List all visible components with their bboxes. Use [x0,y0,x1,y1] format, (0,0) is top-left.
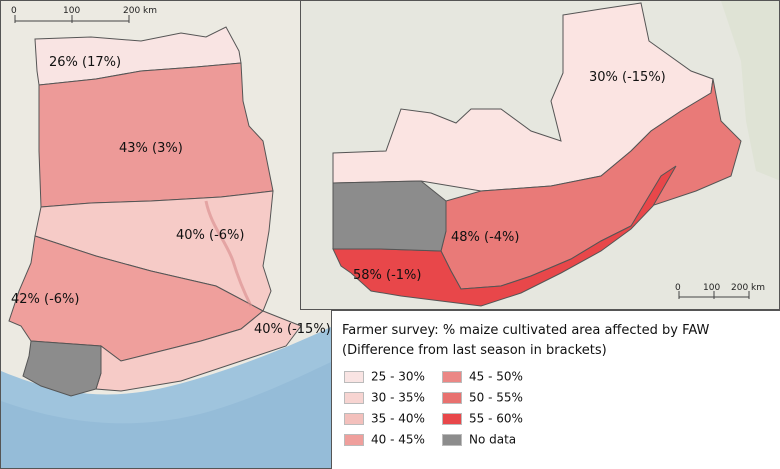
ghana-region-coast [95,310,302,392]
scalebar-right-200: 200 km [731,283,765,293]
legend-label: 30 - 35% [371,390,425,405]
legend-swatch [442,433,462,446]
zambia-region-no-data [332,180,447,252]
legend-item-no-data: No data [442,432,516,448]
label-ghana-east: 40% (-6%) [176,228,245,243]
label-ghana-upper: 43% (3%) [119,141,183,156]
legend-item-50-55: 50 - 55% [442,390,523,406]
legend-label: No data [469,432,517,447]
ghana-map: 0 100 200 km 26% (17%) 43% (3%) 40% (-6%… [1,1,331,468]
scalebar-left-100: 100 [63,6,80,16]
scalebar-right: 0 100 200 km [675,283,765,299]
legend: Farmer survey: % maize cultivated area a… [332,310,780,469]
terrain-east [721,1,779,181]
legend-label: 45 - 50% [469,369,523,384]
legend-item-45-50: 45 - 50% [442,369,523,385]
legend-swatch [344,412,364,425]
label-zambia-north: 30% (-15%) [589,70,666,85]
scalebar-left-200: 200 km [123,6,157,16]
label-zambia-south: 58% (-1%) [353,268,422,283]
legend-label: 50 - 55% [469,390,523,405]
legend-item-55-60: 55 - 60% [442,411,523,427]
legend-item-30-35: 30 - 35% [344,390,425,406]
label-ghana-north: 26% (17%) [49,55,121,70]
label-zambia-band: 48% (-4%) [451,230,520,245]
legend-label: 40 - 45% [371,432,425,447]
legend-label: 55 - 60% [469,411,523,426]
legend-title: Farmer survey: % maize cultivated area a… [342,321,709,361]
ghana-region-no-data [22,340,102,397]
scalebar-left-0: 0 [11,6,17,16]
legend-label: 35 - 40% [371,411,425,426]
legend-swatch [442,370,462,383]
legend-item-25-30: 25 - 30% [344,369,425,385]
label-ghana-west: 42% (-6%) [11,292,80,307]
scalebar-right-0: 0 [675,283,681,293]
legend-swatch [344,370,364,383]
legend-swatch [442,391,462,404]
legend-title-line1: Farmer survey: % maize cultivated area a… [342,323,710,338]
legend-label: 25 - 30% [371,369,425,384]
scalebar-right-100: 100 [703,283,720,293]
legend-swatch [344,433,364,446]
ghana-map-panel[interactable]: 0 100 200 km 26% (17%) 43% (3%) 40% (-6%… [0,0,332,469]
legend-swatch [344,391,364,404]
label-ghana-coast: 40% (-15%) [254,322,331,337]
legend-item-35-40: 35 - 40% [344,411,425,427]
zambia-region-south [332,165,677,307]
scalebar-left: 0 100 200 km [11,6,157,23]
ghana-region-upper [38,62,274,208]
legend-title-line2: (Difference from last season in brackets… [342,343,607,358]
legend-item-40-45: 40 - 45% [344,432,425,448]
lake-volta [204,200,253,307]
ocean-deep [1,361,331,468]
legend-swatch [442,412,462,425]
zambia-map: 0 100 200 km 30% (-15%) 48% (-4%) 58% (-… [301,1,779,309]
zambia-map-panel[interactable]: 0 100 200 km 30% (-15%) 48% (-4%) 58% (-… [300,0,780,310]
